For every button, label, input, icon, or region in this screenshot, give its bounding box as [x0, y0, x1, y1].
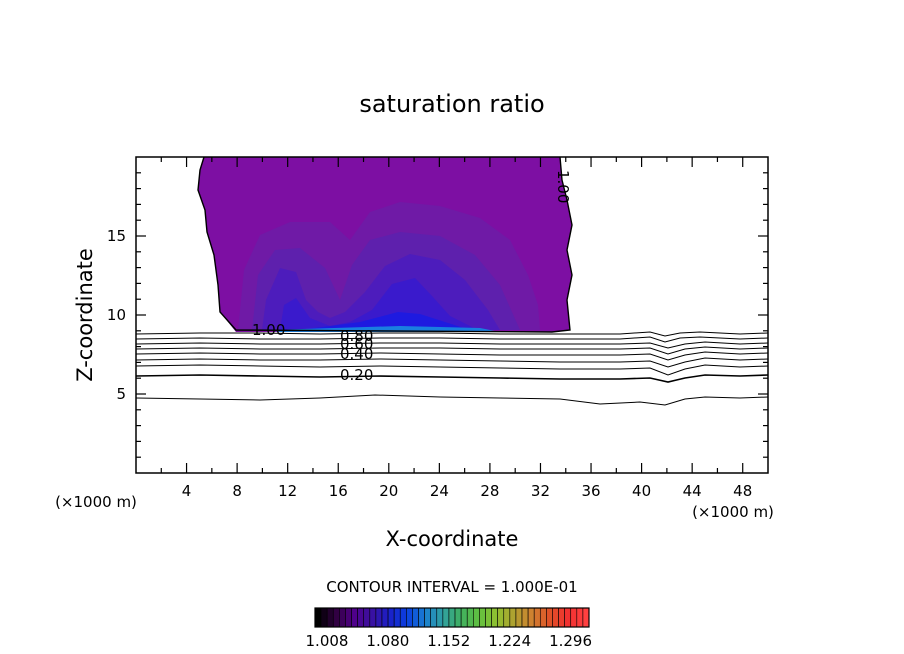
colorbar-frame	[314, 607, 590, 628]
colorbar-cell	[381, 607, 389, 628]
contour-line-0.90	[135, 331, 769, 337]
cloud-outline-1.00	[197, 156, 573, 333]
axis-ticks	[136, 157, 768, 473]
colorbar-labels: 1.008 1.080 1.152 1.224 1.296	[306, 632, 593, 650]
colorbar-cell	[436, 607, 444, 628]
x-tick-label: 28	[480, 482, 499, 500]
contour-label-1.00-right: 1.00	[554, 170, 572, 203]
colorbar-cell	[375, 607, 383, 628]
colorbar-cell	[314, 607, 322, 628]
x-tick-label: 20	[379, 482, 398, 500]
colorbar-cell	[552, 607, 559, 628]
x-unit-label-left: (×1000 m)	[55, 493, 137, 511]
contour-line-0.20	[135, 374, 769, 383]
x-tick-label: 12	[278, 482, 297, 500]
colorbar-label: 1.152	[427, 632, 470, 650]
colorbar-cell	[442, 607, 450, 628]
contour-line-0.10	[135, 394, 769, 406]
colorbar-cell	[576, 607, 584, 628]
colorbar-label: 1.224	[488, 632, 531, 650]
colorbar-cell	[339, 607, 346, 628]
x-tick-label: 48	[733, 482, 752, 500]
colorbar-cell	[345, 607, 352, 628]
colorbar-cell	[332, 607, 340, 628]
contour-label-1.00-base: 1.00	[252, 321, 285, 339]
colorbar-cell	[466, 607, 474, 628]
contour-line-0.70	[135, 341, 769, 349]
colorbar-cell	[491, 607, 498, 628]
colorbar-cell	[473, 607, 480, 628]
colorbar-cell	[326, 607, 334, 628]
colorbar-label: 1.296	[549, 632, 592, 650]
colorbar-cell	[399, 607, 407, 628]
x-tick-label: 32	[531, 482, 550, 500]
colorbar-cell	[418, 607, 425, 628]
colorbar-cell	[533, 607, 541, 628]
y-tick-label: 10	[107, 306, 126, 324]
x-unit-label-right: (×1000 m)	[692, 503, 774, 521]
colorbar-cell	[570, 607, 578, 628]
contour-label-0.80: 0.80	[340, 327, 373, 345]
x-tick-label: 24	[430, 482, 449, 500]
colorbar-cell	[503, 607, 511, 628]
plot-area: 1.00 1.00 0.80 0.60 0.40 0.20 4 8 12 16 20 24…	[107, 156, 769, 500]
colorbar-cell	[539, 607, 547, 628]
colorbar-cell	[363, 607, 371, 628]
x-tick-label: 44	[683, 482, 702, 500]
contour-line-0.60	[135, 346, 769, 355]
contour-label-0.40: 0.40	[340, 345, 373, 363]
colorbar-cell	[351, 607, 358, 628]
colorbar-cell	[460, 607, 468, 628]
colorbar-cell	[448, 607, 456, 628]
cloud-fill	[197, 156, 573, 333]
colorbar-cell	[430, 607, 438, 628]
x-tick-label: 8	[232, 482, 242, 500]
contour-line-0.40	[135, 357, 769, 368]
colorbar	[314, 607, 590, 628]
colorbar-cell	[515, 607, 523, 628]
contour-line-0.30	[135, 364, 769, 376]
colorbar-cell	[485, 607, 492, 628]
chart-title: saturation ratio	[359, 90, 544, 118]
colorbar-cell	[479, 607, 486, 628]
colorbar-cell	[357, 607, 365, 628]
colorbar-cell	[527, 607, 535, 628]
colorbar-cell	[564, 607, 572, 628]
colorbar-cell	[412, 607, 419, 628]
colorbar-cell	[582, 607, 590, 628]
x-tick-label: 4	[182, 482, 192, 500]
colorbar-cell	[424, 607, 431, 628]
contour-label-0.20: 0.20	[340, 366, 373, 384]
colorbar-cell	[497, 607, 505, 628]
colorbar-cell	[393, 607, 401, 628]
contour-label-0.60: 0.60	[340, 335, 373, 353]
colorbar-cell	[546, 607, 553, 628]
contour-line-0.80	[135, 336, 769, 343]
colorbar-cell	[558, 607, 565, 628]
colorbar-cell	[521, 607, 529, 628]
colorbar-label: 1.008	[306, 632, 349, 650]
contour-lines	[135, 331, 769, 406]
x-axis-label: X-coordinate	[386, 527, 519, 551]
cloud-level-6	[300, 312, 470, 330]
y-tick-label: 5	[116, 385, 126, 403]
colorbar-cell	[509, 607, 517, 628]
colorbar-cell	[406, 607, 413, 628]
colorbar-label: 1.080	[366, 632, 409, 650]
colorbar-cell	[454, 607, 462, 628]
contour-interval-label: CONTOUR INTERVAL = 1.000E-01	[326, 578, 577, 596]
contour-line-0.50	[135, 351, 769, 361]
y-tick-label: 15	[107, 227, 126, 245]
y-axis-label: Z-coordinate	[73, 248, 97, 382]
contour-labels: 1.00 1.00 0.80 0.60 0.40 0.20	[252, 170, 572, 384]
colorbar-cell	[369, 607, 377, 628]
x-tick-label: 40	[632, 482, 651, 500]
x-tick-label: 16	[329, 482, 348, 500]
colorbar-cell	[320, 607, 328, 628]
colorbar-cell	[387, 607, 395, 628]
x-tick-label: 36	[581, 482, 600, 500]
